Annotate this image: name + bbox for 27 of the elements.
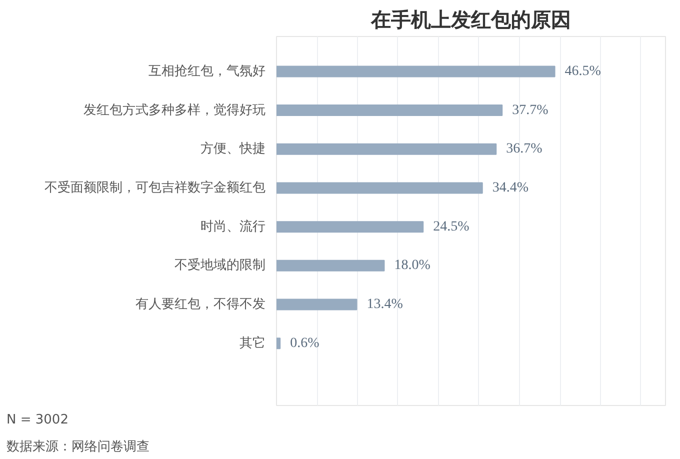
- data-label: 37.7%: [512, 102, 549, 118]
- bar: [276, 182, 483, 194]
- y-tick-label: 方便、快捷: [200, 140, 266, 157]
- data-label: 24.5%: [433, 219, 470, 234]
- bar: [276, 260, 385, 272]
- y-tick-label: 其它: [240, 334, 266, 351]
- bar: [276, 298, 358, 310]
- y-tick-label: 时尚、流行: [200, 218, 266, 234]
- data-label: 0.6%: [290, 336, 320, 351]
- bar: [276, 338, 281, 350]
- data-label: 13.4%: [366, 297, 404, 312]
- y-tick-label: 发红包方式多种多样，觉得好玩: [84, 102, 266, 118]
- y-tick-label: 不受面额限制，可包吉祥数字金额红包: [44, 179, 266, 196]
- y-tick-label: 有人要红包，不得不发: [136, 297, 266, 312]
- chart-title: 在手机上发红包的原因: [370, 8, 571, 32]
- bar: [276, 104, 503, 116]
- data-label: 34.4%: [492, 180, 529, 196]
- data-label: 36.7%: [506, 142, 543, 157]
- y-tick-label: 不受地域的限制: [174, 258, 266, 274]
- bar: [276, 66, 556, 78]
- data-label: 46.5%: [564, 64, 602, 79]
- data-label: 18.0%: [394, 258, 431, 274]
- source-note: 数据来源：网络问卷调查: [6, 440, 150, 454]
- bar: [276, 221, 424, 233]
- bar: [276, 143, 497, 155]
- text: N = 3002: [6, 412, 68, 428]
- y-tick-label: 互相抢红包，气氛好: [148, 64, 266, 79]
